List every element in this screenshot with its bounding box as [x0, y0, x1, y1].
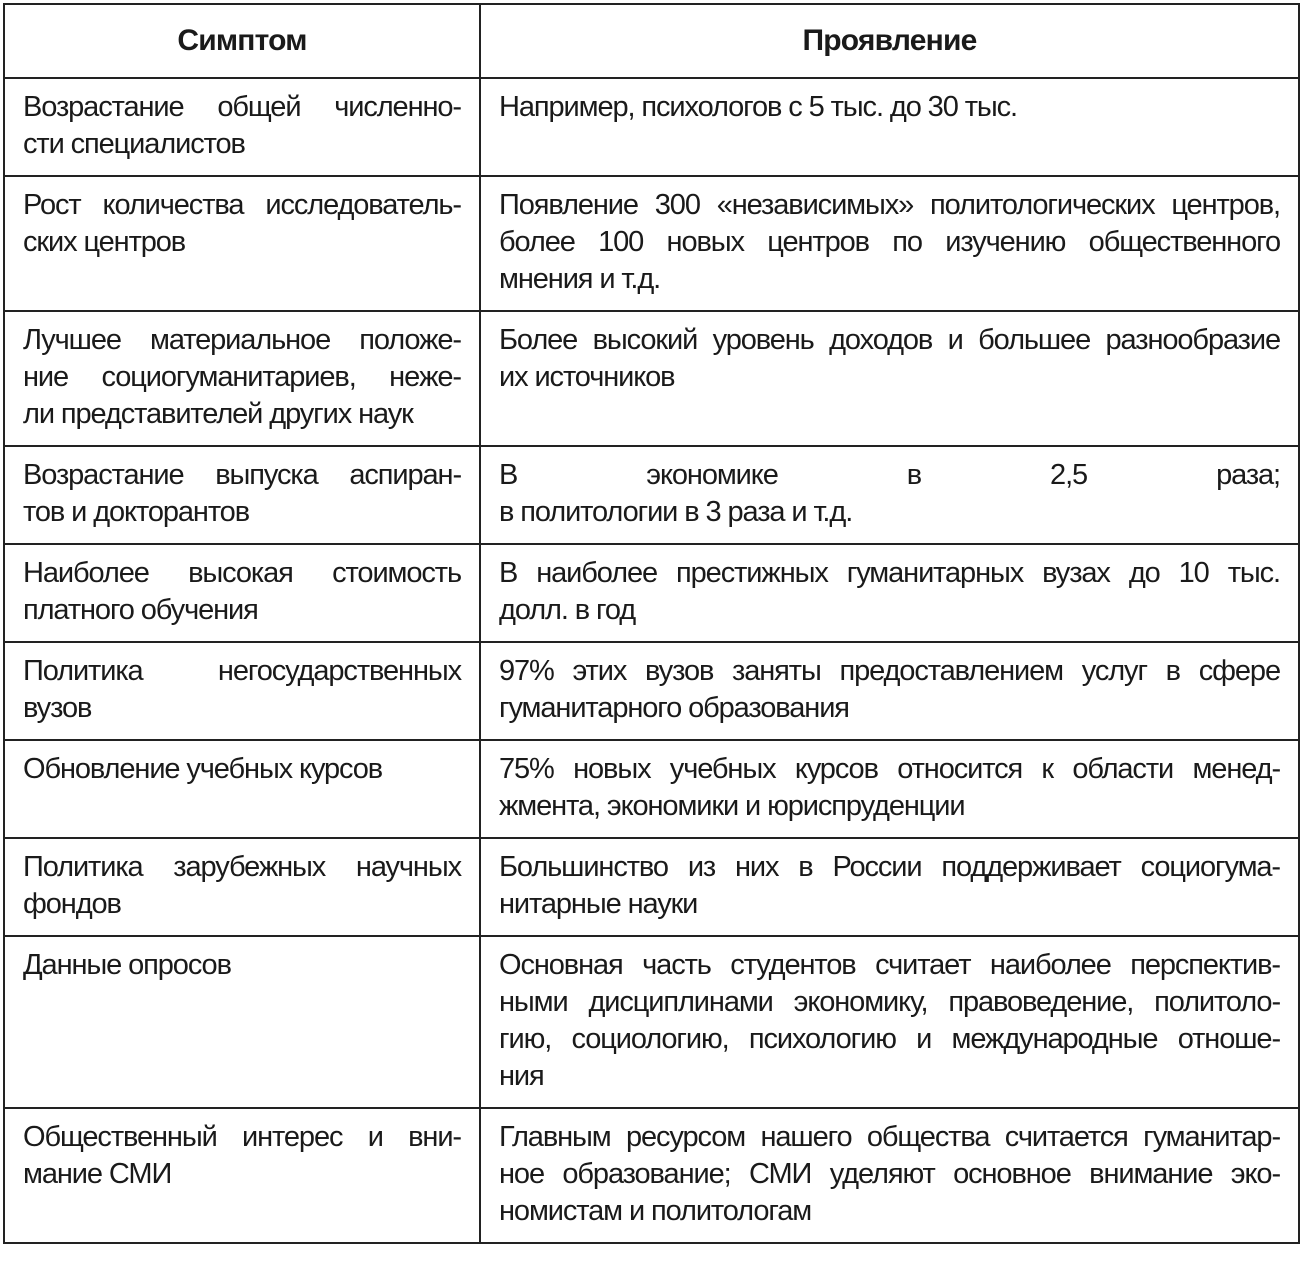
cell-text-line: Обновление учебных курсов	[23, 753, 383, 785]
cell-text-line: Главным ресурсом нашего общества считает…	[499, 1121, 1281, 1153]
cell-text-line: Например, психологов с 5 тыс. до 30 тыс.	[499, 91, 1018, 123]
cell-text-line: гию, социологию, психологию и международ…	[499, 1023, 1281, 1055]
manifestation-cell: В экономике в 2,5 раза; в политологии в 3…	[479, 445, 1300, 545]
cell-text-line: Данные опросов	[23, 949, 232, 981]
cell-text-line: ния	[499, 1060, 545, 1092]
table-row: Рост количества исследователь-ских центр…	[3, 175, 1300, 312]
symptom-cell: Данные опросов	[3, 935, 481, 1109]
cell-text-line: мание СМИ	[23, 1158, 172, 1190]
cell-text-line: сти специалистов	[23, 128, 246, 160]
symptom-cell: Политика зарубежных научных фондов	[3, 837, 481, 937]
cell-text-line: гуманитарного образования	[499, 692, 850, 724]
cell-text-line: мнения и т.д.	[499, 263, 661, 295]
cell-text-line: Большинство из них в России поддерживает…	[499, 851, 1281, 883]
symptom-cell: Возрастание общей численно-сти специалис…	[3, 77, 481, 177]
cell-text-line: тов и докторантов	[23, 496, 250, 528]
cell-text-line: В наиболее престижных гуманитарных вузах…	[499, 557, 1281, 589]
manifestation-cell: Более высокий уровень доходов и большее …	[479, 310, 1300, 447]
symptom-cell: Политика негосударственных вузов	[3, 641, 481, 741]
table-row: Данные опросов Основная часть студентов с…	[3, 935, 1300, 1109]
table-row: Наиболее высокая стоимость платного обуче…	[3, 543, 1300, 643]
manifestation-cell: Например, психологов с 5 тыс. до 30 тыс.	[479, 77, 1300, 177]
table-row: Лучшее материальное положе-ние социогума…	[3, 310, 1300, 447]
cell-text-line: Политика зарубежных научных	[23, 851, 462, 883]
cell-text-line: Возрастание выпуска аспиран-	[23, 459, 462, 491]
cell-text-line: номистам и политологам	[499, 1195, 812, 1227]
cell-text-line: Появление 300 «независимых» политологиче…	[499, 189, 1281, 221]
cell-text-line: 97% этих вузов заняты предоставлением ус…	[499, 655, 1281, 687]
symptom-cell: Рост количества исследователь-ских центр…	[3, 175, 481, 312]
manifestation-cell: 97% этих вузов заняты предоставлением ус…	[479, 641, 1300, 741]
table-row: Обновление учебных курсов 75% новых учебн…	[3, 739, 1300, 839]
header-symptom: Симптом	[3, 3, 481, 79]
cell-text-line: Наиболее высокая стоимость	[23, 557, 462, 589]
table-row: Политика зарубежных научных фондов Большин…	[3, 837, 1300, 937]
table-row: Политика негосударственных вузов 97% этих …	[3, 641, 1300, 741]
cell-text-line: Основная часть студентов считает наиболе…	[499, 949, 1281, 981]
cell-text-line: их источников	[499, 361, 676, 393]
symptom-cell: Возрастание выпуска аспиран-тов и доктор…	[3, 445, 481, 545]
cell-text-line: Рост количества исследователь-	[23, 189, 462, 221]
cell-text-line: более 100 новых центров по изучению обще…	[499, 226, 1281, 258]
table-row: Возрастание выпуска аспиран-тов и доктор…	[3, 445, 1300, 545]
cell-text-line: ное образование; СМИ уделяют основное вн…	[499, 1158, 1281, 1190]
cell-text-line: платного обучения	[23, 594, 259, 626]
symptom-cell: Общественный интерес и вни-мание СМИ	[3, 1107, 481, 1244]
cell-text-line: 75% новых учебных курсов относится к обл…	[499, 753, 1281, 785]
cell-text-line: Более высокий уровень доходов и большее …	[499, 324, 1281, 356]
cell-text-line: долл. в год	[499, 594, 636, 626]
symptom-cell: Наиболее высокая стоимость платного обуче…	[3, 543, 481, 643]
cell-text-line: Возрастание общей численно-	[23, 91, 462, 123]
manifestation-cell: Главным ресурсом нашего общества считает…	[479, 1107, 1300, 1244]
cell-text-line: Общественный интерес и вни-	[23, 1121, 462, 1153]
symptoms-table: Симптом Проявление Возрастание общей чис…	[3, 3, 1300, 1244]
cell-text-line: Политика негосударственных	[23, 655, 462, 687]
table-row: Общественный интерес и вни-мание СМИ Глав…	[3, 1107, 1300, 1244]
cell-text-line: вузов	[23, 692, 92, 724]
cell-text-line: нитарные науки	[499, 888, 698, 920]
manifestation-cell: В наиболее престижных гуманитарных вузах…	[479, 543, 1300, 643]
cell-text-line: Лучшее материальное положе-	[23, 324, 462, 356]
cell-text-line: в политологии в 3 раза и т.д.	[499, 496, 853, 528]
cell-text-line: ными дисциплинами экономику, правоведени…	[499, 986, 1281, 1018]
header-row: Симптом Проявление	[3, 3, 1300, 79]
symptom-cell: Обновление учебных курсов	[3, 739, 481, 839]
cell-text-line: ние социогуманитариев, нeже-	[23, 361, 462, 393]
symptom-cell: Лучшее материальное положе-ние социогума…	[3, 310, 481, 447]
table-row: Возрастание общей численно-сти специалис…	[3, 77, 1300, 177]
manifestation-cell: Большинство из них в России поддерживает…	[479, 837, 1300, 937]
header-manifestation: Проявление	[479, 3, 1300, 79]
manifestation-cell: 75% новых учебных курсов относится к обл…	[479, 739, 1300, 839]
cell-text-line: жмента, экономики и юриспруденции	[499, 790, 966, 822]
cell-text-line: ли представителей других наук	[23, 398, 414, 430]
manifestation-cell: Появление 300 «независимых» политологиче…	[479, 175, 1300, 312]
cell-text-line: ских центров	[23, 226, 186, 258]
manifestation-cell: Основная часть студентов считает наиболе…	[479, 935, 1300, 1109]
cell-text-line: фондов	[23, 888, 122, 920]
cell-text-line: В экономике в 2,5 раза;	[499, 459, 1281, 491]
